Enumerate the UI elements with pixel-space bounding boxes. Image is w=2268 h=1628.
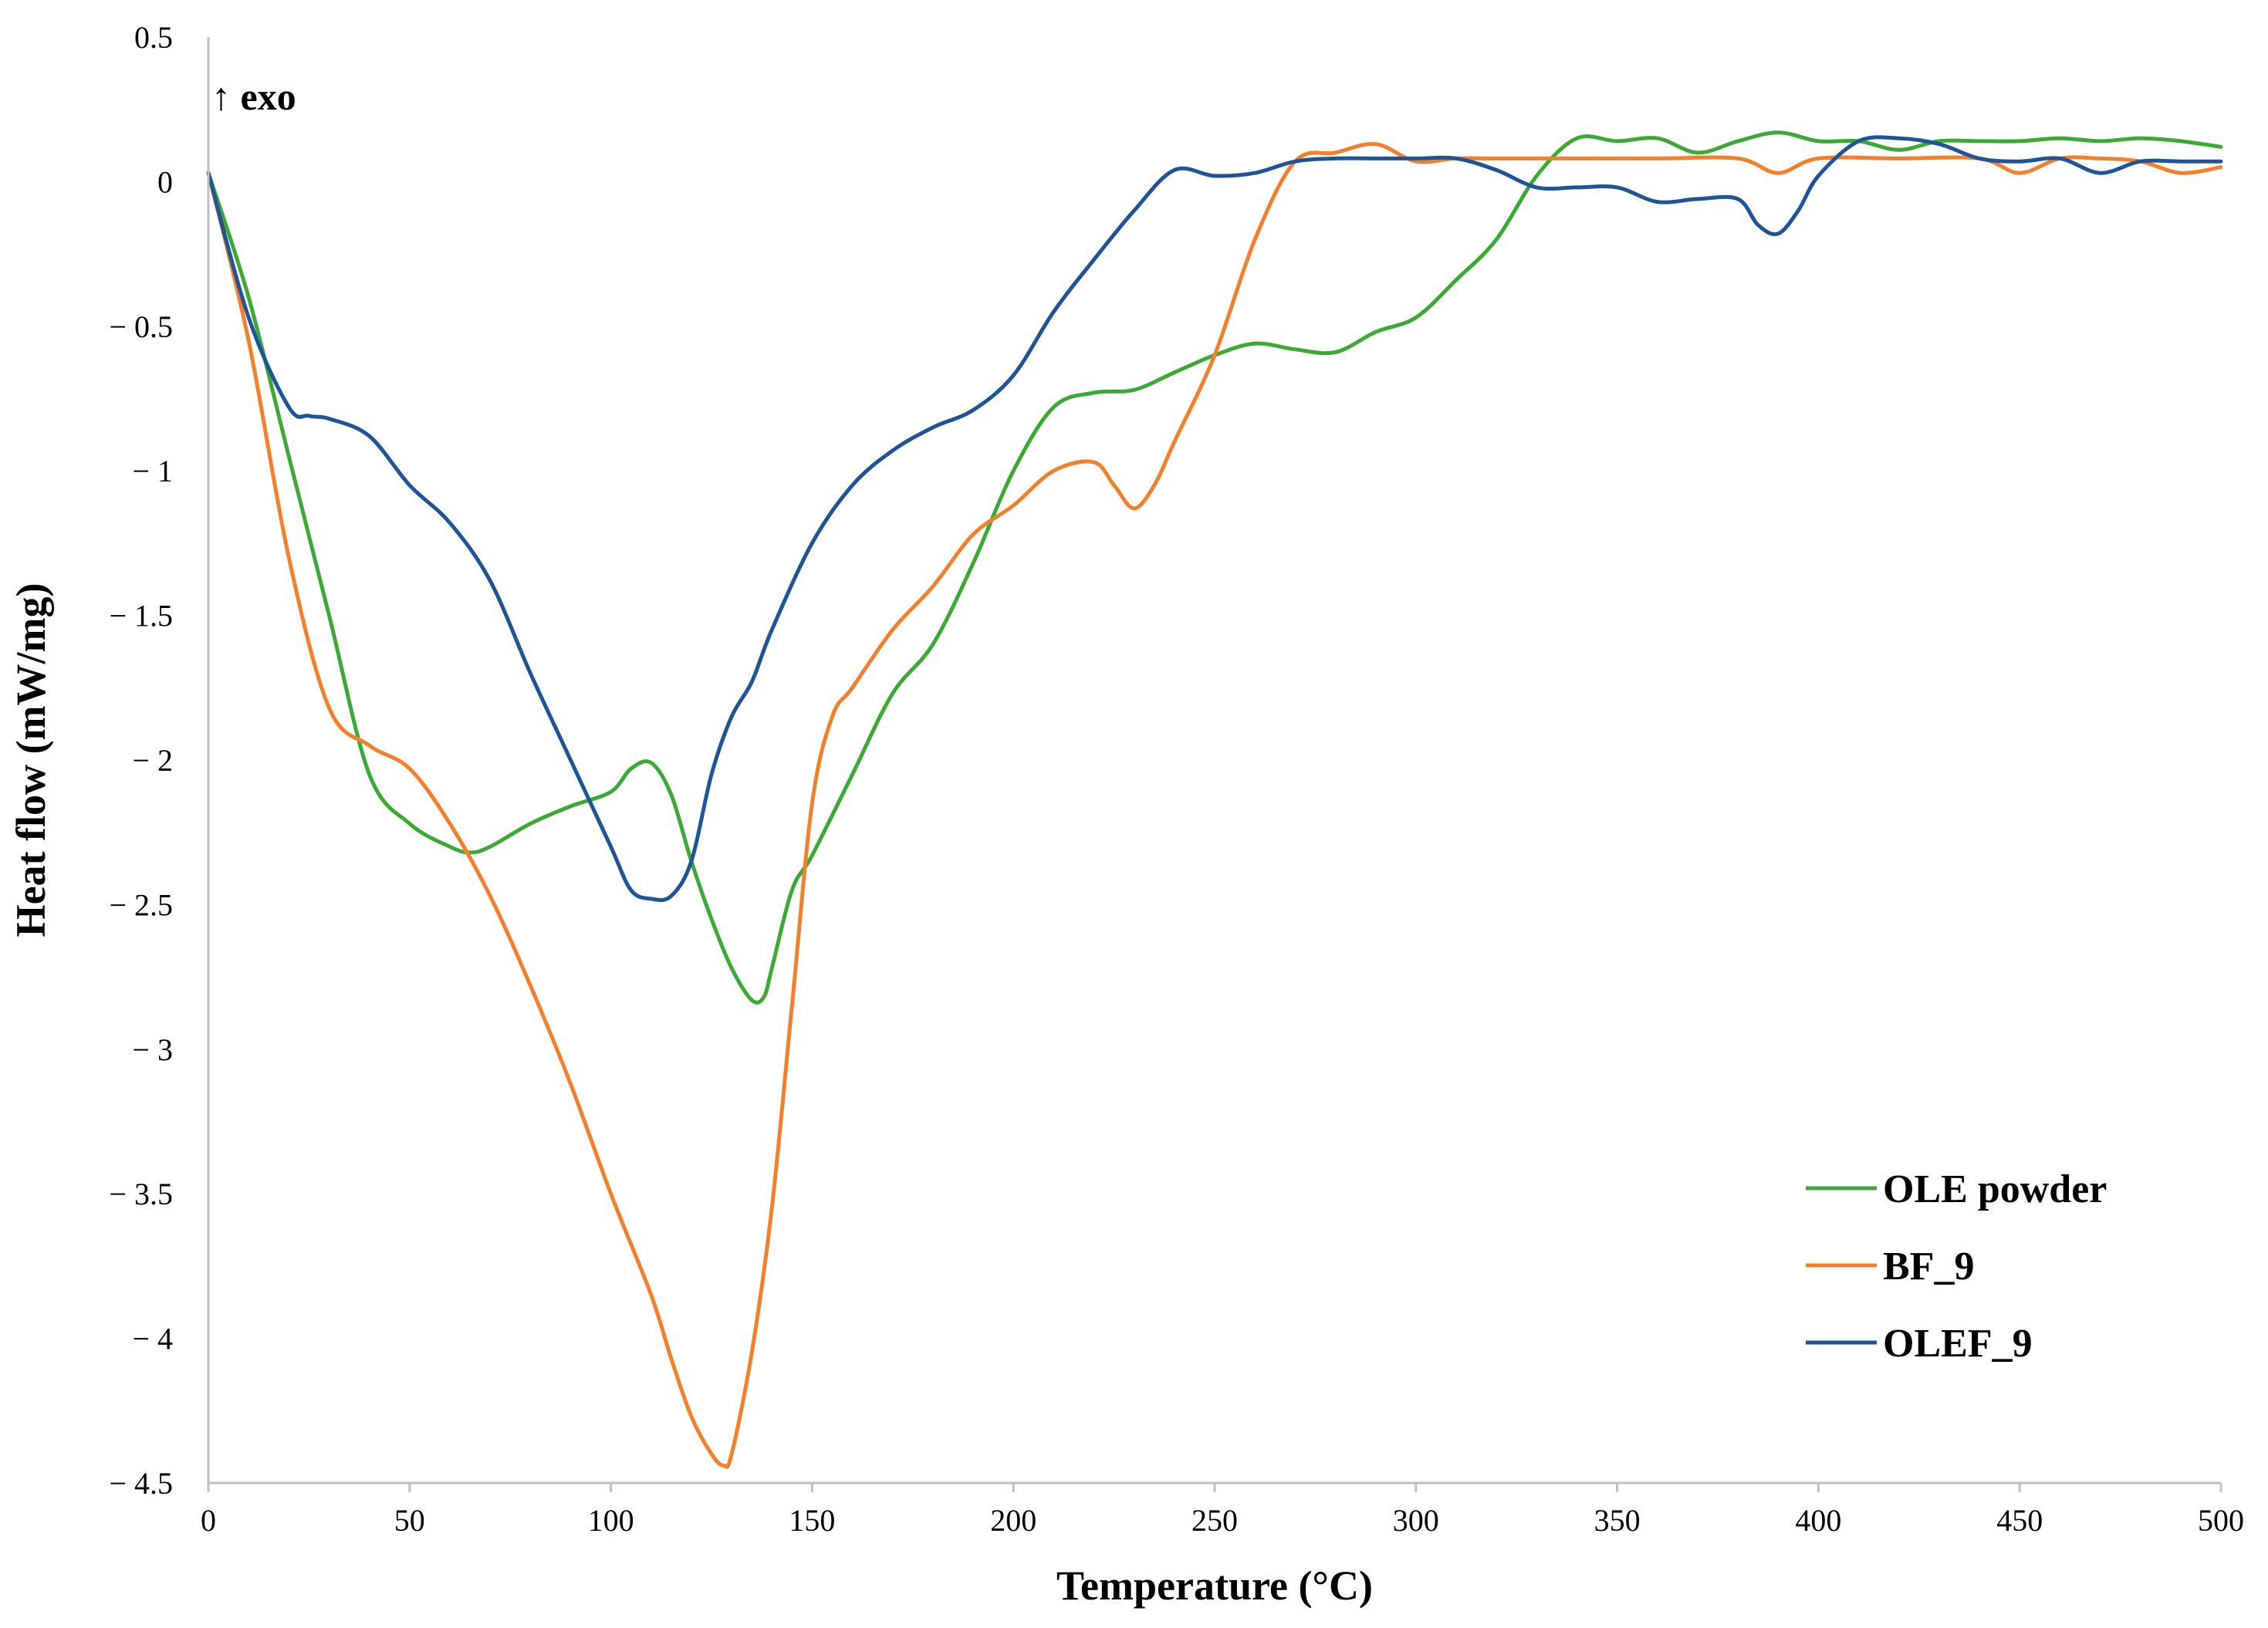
x-tick-label: 200 (990, 1503, 1036, 1538)
legend-item: OLE powder (1806, 1167, 2107, 1211)
y-tick-label: − 1 (132, 454, 173, 488)
y-tick-label: − 3.5 (109, 1177, 173, 1211)
legend-label: OLEF_9 (1883, 1322, 2033, 1366)
axes: 0 50 100 150 200 250 300 350 400 450 500 0.5 0 − 0.5… (109, 20, 2244, 1538)
x-tick-label: 450 (1996, 1503, 2043, 1538)
x-axis-title: Temperature (°C) (1056, 1562, 1373, 1609)
x-axis-ticks: 0 50 100 150 200 250 300 350 400 450 500 (201, 1483, 2244, 1538)
legend-label: OLE powder (1883, 1167, 2107, 1211)
x-tick-label: 500 (2198, 1503, 2244, 1538)
y-tick-label: − 1.5 (109, 599, 173, 633)
x-tick-label: 50 (394, 1503, 425, 1538)
y-axis-ticks: 0.5 0 − 0.5 − 1 − 1.5 − 2 − 2.5 − 3 − 3.5 − 4 − 4.… (109, 20, 173, 1501)
legend-label: BF_9 (1883, 1245, 1974, 1289)
legend: OLE powder BF_9 OLEF_9 (1806, 1167, 2107, 1366)
legend-item: OLEF_9 (1806, 1322, 2033, 1366)
y-tick-label: − 3 (132, 1032, 173, 1067)
series-line-ole-powder (206, 130, 2223, 1005)
x-tick-label: 250 (1191, 1503, 1238, 1538)
x-tick-label: 350 (1594, 1503, 1641, 1538)
exo-annotation: ↑ exo (211, 75, 296, 118)
y-tick-label: − 4 (132, 1322, 173, 1356)
x-tick-label: 300 (1393, 1503, 1439, 1538)
x-tick-label: 100 (588, 1503, 634, 1538)
y-tick-label: 0 (157, 164, 173, 199)
x-tick-label: 150 (789, 1503, 835, 1538)
x-tick-label: 0 (201, 1503, 216, 1538)
plot-area (206, 130, 2223, 1469)
y-tick-label: − 2.5 (109, 887, 173, 922)
series-line-bf-9 (206, 141, 2223, 1469)
x-tick-label: 400 (1795, 1503, 1841, 1538)
y-tick-label: 0.5 (134, 20, 173, 55)
y-tick-label: − 0.5 (109, 309, 173, 344)
y-axis-title: Heat flow (mW/mg) (8, 583, 54, 937)
y-tick-label: − 4.5 (109, 1466, 173, 1501)
y-tick-label: − 2 (132, 743, 173, 778)
series-line-olef-9 (206, 135, 2223, 903)
legend-item: BF_9 (1806, 1245, 1974, 1289)
